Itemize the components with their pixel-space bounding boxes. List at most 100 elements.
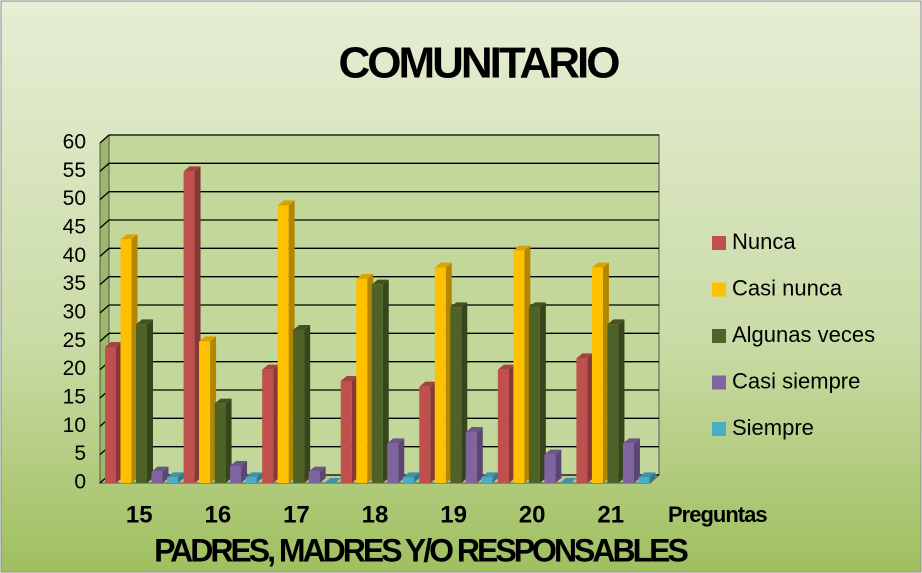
- bar-group: [434, 262, 452, 483]
- y-tick-label: 25: [63, 329, 86, 352]
- bar-top: [559, 478, 577, 483]
- bar: [371, 284, 383, 483]
- bar-top: [528, 302, 546, 308]
- bar-group: [324, 478, 342, 483]
- bar-side: [618, 319, 625, 483]
- grid-line: [99, 219, 659, 229]
- bar-group: [607, 319, 625, 483]
- y-tick-label: 20: [63, 357, 86, 380]
- bar-group: [293, 325, 311, 483]
- grid-line: [99, 134, 659, 144]
- bar-top: [105, 342, 122, 347]
- bar: [356, 279, 368, 483]
- bar: [638, 477, 650, 483]
- bar-group: [277, 200, 295, 484]
- bar-top: [450, 302, 468, 308]
- bar: [183, 171, 195, 484]
- bar: [120, 239, 132, 483]
- bar-group: [481, 472, 499, 483]
- bar-side: [304, 325, 311, 483]
- bar-side: [319, 466, 326, 483]
- grid-line: [99, 332, 659, 342]
- bar-group: [591, 262, 609, 483]
- bar: [245, 477, 257, 483]
- bar: [214, 403, 226, 483]
- bar-top: [497, 364, 515, 370]
- y-tick-label: 50: [63, 187, 86, 210]
- legend-label: Casi nunca: [732, 275, 843, 300]
- bar-group: [497, 364, 515, 483]
- bar-group: [544, 449, 562, 483]
- bar: [293, 330, 305, 483]
- bar-top: [544, 449, 562, 455]
- bar-top: [230, 461, 248, 466]
- x-tick-label: 20: [519, 501, 546, 528]
- bar-group: [638, 472, 656, 483]
- bar-group: [450, 302, 468, 483]
- bar: [576, 358, 588, 483]
- y-tick-label: 40: [63, 244, 86, 267]
- bar-group: [120, 234, 138, 483]
- bar-group: [576, 353, 594, 483]
- bar-group: [559, 478, 577, 483]
- bar-group: [167, 472, 184, 483]
- y-tick-label: 0: [74, 471, 86, 494]
- bar-group: [105, 342, 122, 483]
- bar: [387, 443, 399, 483]
- bar-top: [245, 472, 263, 478]
- legend-swatch: [712, 422, 726, 436]
- bar-side: [633, 438, 640, 483]
- bar-top: [387, 438, 405, 444]
- bar-top: [638, 472, 656, 478]
- bar-side: [555, 449, 562, 483]
- bar: [528, 307, 540, 483]
- y-tick-label: 30: [63, 301, 86, 324]
- legend-label: Siempre: [732, 415, 814, 440]
- bar-group: [230, 461, 248, 483]
- bar-top: [324, 478, 342, 483]
- bar-group: [356, 274, 374, 483]
- bar: [419, 386, 431, 483]
- y-tick-label: 45: [63, 216, 86, 239]
- bar-group: [183, 166, 201, 484]
- x-tick-label: 19: [440, 501, 467, 528]
- bar-top: [402, 472, 420, 478]
- y-tick-label: 5: [74, 442, 86, 465]
- bar-top: [293, 325, 311, 330]
- bar: [199, 341, 211, 483]
- bar-top: [607, 319, 625, 325]
- bar-group: [136, 319, 153, 483]
- bar-top: [513, 245, 531, 251]
- bar: [136, 324, 147, 483]
- bar-top: [277, 200, 295, 206]
- bar-top: [481, 472, 499, 478]
- bar-group: [199, 336, 217, 483]
- bar-group: [308, 466, 326, 483]
- y-tick-label: 10: [63, 414, 86, 437]
- legend-swatch: [712, 236, 726, 250]
- legend-swatch: [712, 282, 726, 297]
- grid-line: [99, 162, 659, 172]
- bar: [262, 369, 274, 483]
- x-tick-label: 16: [205, 501, 232, 528]
- bar: [340, 381, 352, 483]
- bar-top: [622, 438, 640, 444]
- y-tick-label: 60: [63, 131, 86, 154]
- bar: [591, 267, 603, 483]
- bar: [465, 432, 477, 483]
- subtitle: PADRES, MADRES Y/O RESPONSABLES: [154, 532, 688, 568]
- bar-top: [419, 381, 437, 387]
- bar-group: [214, 398, 232, 483]
- grid-line: [99, 247, 659, 257]
- bar-group: [402, 472, 420, 483]
- bar-top: [136, 319, 153, 325]
- bar-group: [262, 364, 280, 483]
- bar: [277, 205, 289, 484]
- bar-side: [178, 472, 184, 483]
- bar-side: [398, 438, 405, 483]
- bar-top: [167, 472, 184, 478]
- bar-side: [539, 302, 546, 483]
- bar-side: [492, 472, 499, 483]
- bar-top: [434, 262, 452, 268]
